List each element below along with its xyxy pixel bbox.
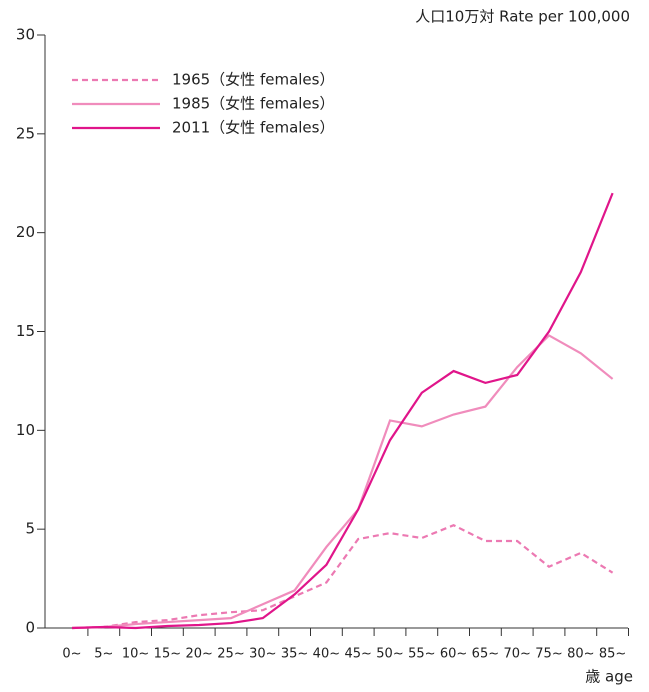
- y-tick-label: 10: [16, 421, 35, 439]
- series-line: [71, 524, 614, 630]
- x-tick-label: 0~: [62, 647, 81, 662]
- x-tick-label: 45~: [344, 647, 371, 662]
- x-tick-label: 10~: [122, 647, 149, 662]
- x-tick-label: 40~: [313, 647, 340, 662]
- series-line: [71, 192, 614, 630]
- y-tick-label: 20: [16, 223, 35, 241]
- x-axis-label: 歳 age: [585, 668, 633, 686]
- x-tick-label: 25~: [217, 647, 244, 662]
- x-tick-label: 60~: [440, 647, 467, 662]
- x-tick-label: 65~: [472, 647, 499, 662]
- y-unit-label: 人口10万対 Rate per 100,000: [415, 8, 630, 26]
- series-line: [71, 334, 614, 630]
- y-tick-label: 25: [16, 124, 35, 142]
- x-tick-label: 35~: [281, 647, 308, 662]
- x-tick-label: 20~: [185, 647, 212, 662]
- x-tick-label: 80~: [567, 647, 594, 662]
- x-tick-label: 85~: [599, 647, 626, 662]
- x-tick-label: 30~: [249, 647, 276, 662]
- legend-label: 1965（女性 females）: [172, 71, 334, 89]
- y-tick-label: 5: [25, 520, 35, 538]
- x-tick-label: 55~: [408, 647, 435, 662]
- x-tick-label: 5~: [94, 647, 113, 662]
- legend-label: 1985（女性 females）: [172, 95, 334, 113]
- y-tick-label: 15: [16, 322, 35, 340]
- x-tick-label: 75~: [535, 647, 562, 662]
- y-tick-label: 30: [16, 26, 35, 44]
- y-tick-label: 0: [25, 619, 35, 637]
- x-tick-label: 50~: [376, 647, 403, 662]
- legend-label: 2011（女性 females）: [172, 119, 334, 137]
- x-tick-label: 70~: [503, 647, 530, 662]
- x-tick-label: 15~: [154, 647, 181, 662]
